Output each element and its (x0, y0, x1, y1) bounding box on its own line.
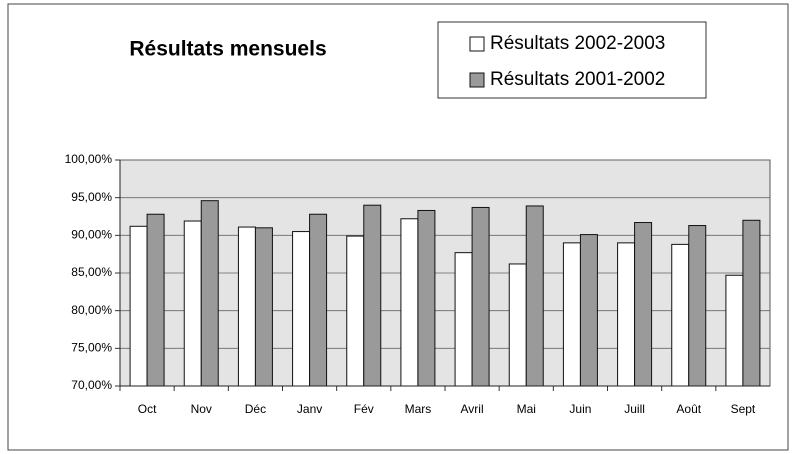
x-tick-label: Avril (461, 402, 484, 416)
bar (363, 204, 382, 387)
chart-title: Résultats mensuels (129, 38, 326, 61)
bar (634, 222, 653, 387)
bar (292, 231, 311, 387)
bar (400, 218, 419, 387)
bar (346, 235, 365, 387)
bar (183, 220, 202, 387)
x-tick-label: Oct (138, 402, 157, 416)
x-tick-label: Déc (245, 402, 266, 416)
bar (471, 206, 490, 387)
bar (562, 242, 581, 387)
bar (725, 274, 744, 387)
x-tick-label: Janv (297, 402, 322, 416)
x-tick-label: Juill (624, 402, 645, 416)
bar (417, 209, 436, 387)
x-tick-label: Nov (191, 402, 212, 416)
x-tick-label: Mars (405, 402, 432, 416)
y-tick-label: 100,00% (65, 152, 113, 166)
bar (146, 213, 165, 387)
bar (617, 242, 636, 387)
y-tick-label: 70,00% (71, 378, 112, 392)
y-tick-label: 75,00% (71, 341, 112, 355)
x-tick-label: Août (676, 402, 701, 416)
bar (688, 225, 707, 387)
x-tick-label: Mai (517, 402, 536, 416)
legend-swatch (469, 36, 485, 52)
x-tick-label: Juin (569, 402, 591, 416)
legend-label: Résultats 2002-2003 (490, 33, 665, 54)
y-tick-label: 80,00% (71, 303, 112, 317)
bar (454, 252, 473, 387)
bar (129, 225, 148, 387)
bar (254, 227, 273, 387)
bar (742, 219, 761, 387)
bar (579, 234, 598, 387)
y-tick-label: 85,00% (71, 265, 112, 279)
y-tick-label: 90,00% (71, 228, 112, 242)
bar (200, 200, 219, 387)
bar (508, 263, 527, 387)
bar (237, 226, 256, 387)
x-tick-label: Fév (354, 402, 374, 416)
legend-swatch (469, 72, 485, 88)
bar (671, 243, 690, 387)
y-tick-label: 95,00% (71, 190, 112, 204)
legend-label: Résultats 2001-2002 (490, 69, 665, 90)
bar (525, 205, 544, 387)
x-tick-label: Sept (731, 402, 756, 416)
bar (309, 213, 328, 387)
